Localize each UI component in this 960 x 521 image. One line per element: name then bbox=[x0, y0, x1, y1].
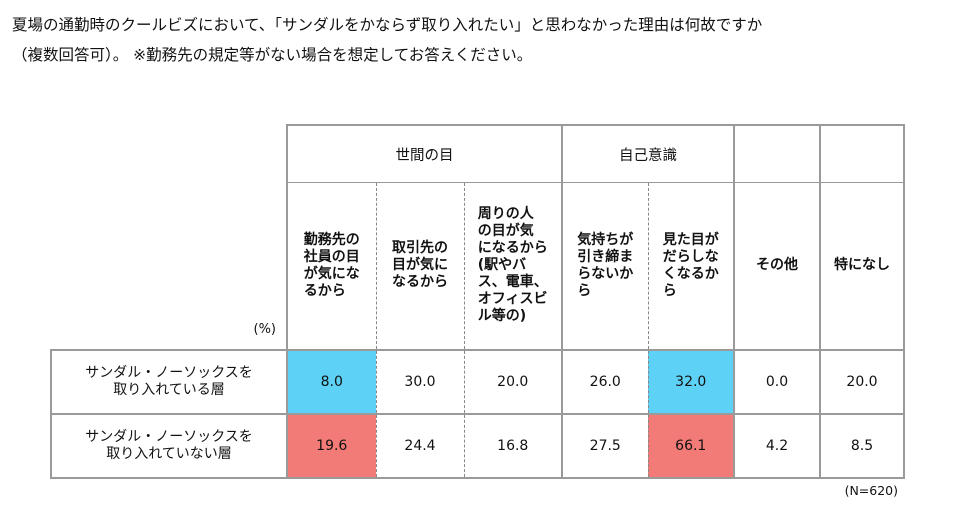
column-header: 特になし bbox=[819, 182, 905, 351]
table-cell: 8.0 bbox=[286, 348, 377, 415]
table-cell: 26.0 bbox=[561, 348, 649, 415]
column-header: 見た目が だらしな くなるか ら bbox=[647, 182, 735, 351]
survey-question: 夏場の通勤時のクールビズにおいて、「サンダルをかならず取り入れたい」と思わなかっ… bbox=[12, 10, 952, 70]
column-header: その他 bbox=[733, 182, 821, 351]
group-header-row: 世間の目 自己意識 bbox=[51, 124, 905, 183]
results-table: 世間の目 自己意識 (%) 勤務先の 社員の目 が気にな るから 取引先の 目が… bbox=[50, 124, 905, 479]
column-header: 気持ちが 引き締ま らないか ら bbox=[561, 182, 649, 351]
group-header-public-eye: 世間の目 bbox=[286, 124, 563, 183]
table-row: サンダル・ノーソックスを 取り入れていない層 19.6 24.4 16.8 27… bbox=[50, 412, 905, 479]
table-cell: 20.0 bbox=[819, 348, 905, 415]
corner-blank bbox=[51, 125, 287, 183]
column-header-row: (%) 勤務先の 社員の目 が気にな るから 取引先の 目が気に なるから 周り… bbox=[51, 182, 905, 351]
group-header-blank-none bbox=[819, 124, 905, 183]
table-cell: 19.6 bbox=[286, 412, 377, 479]
table-cell: 24.4 bbox=[375, 412, 465, 479]
question-line-2: （複数回答可）。 ※勤務先の規定等がない場合を想定してお答えください。 bbox=[12, 46, 533, 64]
group-header-blank-other bbox=[733, 124, 821, 183]
row-header: サンダル・ノーソックスを 取り入れていない層 bbox=[50, 412, 288, 479]
column-header: 周りの人 の目が気 になるから (駅やバ ス、電車、 オフィスビ ル等の) bbox=[463, 182, 563, 351]
unit-label: (%) bbox=[253, 321, 277, 337]
group-header-self-awareness: 自己意識 bbox=[561, 124, 735, 183]
column-header: 取引先の 目が気に なるから bbox=[375, 182, 465, 351]
sample-size-note: (N=620) bbox=[844, 483, 898, 498]
table-cell: 27.5 bbox=[561, 412, 649, 479]
row-header: サンダル・ノーソックスを 取り入れている層 bbox=[50, 348, 288, 415]
table-cell: 66.1 bbox=[647, 412, 735, 479]
column-header: 勤務先の 社員の目 が気にな るから bbox=[286, 182, 377, 351]
table-cell: 16.8 bbox=[463, 412, 563, 479]
table-row: サンダル・ノーソックスを 取り入れている層 8.0 30.0 20.0 26.0… bbox=[50, 348, 905, 415]
table-cell: 0.0 bbox=[733, 348, 821, 415]
table-cell: 30.0 bbox=[375, 348, 465, 415]
table-cell: 20.0 bbox=[463, 348, 563, 415]
table-cell: 8.5 bbox=[819, 412, 905, 479]
table-cell: 4.2 bbox=[733, 412, 821, 479]
table-cell: 32.0 bbox=[647, 348, 735, 415]
question-line-1: 夏場の通勤時のクールビズにおいて、「サンダルをかならず取り入れたい」と思わなかっ… bbox=[12, 16, 763, 34]
